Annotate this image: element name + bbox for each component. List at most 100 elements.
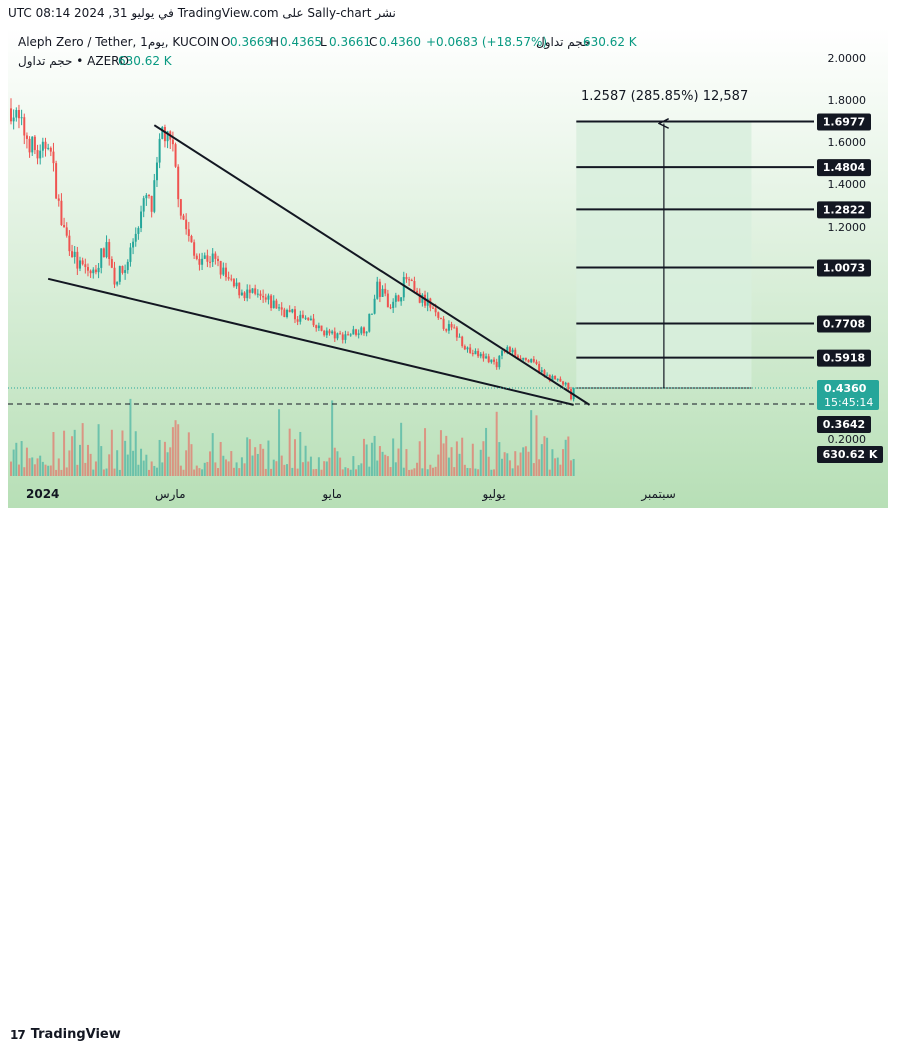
volume-bar	[190, 444, 193, 476]
volume-bar	[455, 441, 458, 476]
candle-body	[386, 293, 389, 308]
candle-body	[201, 258, 204, 265]
candle-body	[84, 264, 87, 268]
candle-body	[10, 108, 12, 122]
tradingview-logo[interactable]: 17 TradingView	[10, 1027, 121, 1042]
volume-bar	[355, 469, 358, 476]
volume-bar	[63, 430, 66, 476]
volume-bar	[458, 453, 461, 476]
candle-body	[389, 307, 392, 309]
volume-bar	[482, 441, 485, 476]
legend-high-label: H	[270, 35, 279, 49]
volume-bar	[28, 458, 31, 476]
volume-bar	[524, 446, 527, 476]
volume-bar	[312, 469, 315, 476]
candle-body	[60, 200, 63, 226]
volume-bar	[44, 464, 47, 476]
volume-bar	[203, 462, 206, 476]
legend-open-label: O	[221, 35, 230, 49]
volume-bar	[31, 457, 34, 476]
volume-bar	[214, 462, 217, 476]
volume-bar	[73, 429, 76, 476]
volume-bar	[535, 415, 538, 476]
candle-body	[447, 324, 450, 331]
volume-bar	[479, 449, 482, 476]
candle-body	[41, 141, 44, 151]
candle-body	[421, 294, 424, 303]
candle-body	[25, 135, 28, 139]
volume-bars	[10, 398, 575, 476]
volume-bar	[193, 469, 196, 476]
volume-bar	[25, 447, 28, 476]
volume-bar	[137, 464, 140, 476]
candle-body	[209, 261, 212, 263]
volume-bar	[315, 468, 318, 476]
volume-bar	[506, 453, 509, 476]
volume-bar	[171, 427, 174, 476]
legend-high: 0.4365	[280, 35, 322, 49]
volume-bar	[174, 420, 177, 476]
candle-body	[554, 375, 557, 380]
wedge-lower-line[interactable]	[47, 277, 574, 406]
volume-bar	[572, 458, 575, 476]
wedge-upper-line[interactable]	[153, 124, 591, 406]
candle-body	[394, 295, 397, 302]
candle-body	[63, 225, 66, 228]
volume-bar	[466, 467, 469, 476]
candle-body	[227, 277, 230, 279]
target-level-badge	[817, 349, 871, 367]
volume-bar	[485, 427, 488, 476]
volume-bar	[280, 455, 283, 476]
volume-bar	[240, 457, 243, 476]
candle-body	[92, 269, 95, 274]
volume-bar	[118, 469, 121, 476]
volume-bar	[145, 454, 148, 476]
volume-bar	[86, 444, 89, 476]
volume-bar	[278, 409, 281, 476]
volume-bar	[511, 468, 514, 476]
price-chart[interactable]: Aleph Zero / Tether, 1يوم, KUCOIN O 0.36…	[8, 28, 888, 508]
candle-body	[466, 347, 469, 350]
last-price-badge	[817, 380, 879, 410]
target-level-label: 1.6977	[823, 115, 865, 128]
candle-body	[384, 288, 387, 294]
candle-body	[17, 110, 20, 119]
candle-body	[222, 267, 225, 275]
chart-area[interactable]: Aleph Zero / Tether, 1يوم, KUCOIN O 0.36…	[8, 28, 888, 508]
volume-bar	[49, 465, 52, 476]
volume-bar	[495, 411, 498, 476]
volume-bar	[516, 465, 519, 476]
candle-body	[434, 308, 437, 313]
candle-body	[214, 253, 217, 259]
candle-body	[453, 327, 456, 329]
legend-close: 0.4360	[379, 35, 421, 49]
volume-bar	[256, 453, 259, 476]
volume-bar	[124, 440, 127, 476]
candle-body	[259, 293, 262, 296]
candle-body	[551, 375, 554, 381]
candle-body	[68, 235, 71, 252]
volume-bar	[530, 410, 533, 476]
volume-bar	[402, 467, 405, 476]
volume-bar	[246, 437, 249, 476]
candle-body	[368, 313, 371, 332]
volume-bar	[434, 466, 437, 476]
candle-body	[370, 313, 373, 315]
candle-body	[272, 300, 275, 309]
volume-bar	[299, 431, 302, 476]
candle-body	[97, 267, 100, 273]
volume-bar	[15, 442, 18, 476]
volume-bar	[477, 469, 480, 476]
legend-volume-line-label: حجم تداول • AZERO	[18, 54, 129, 69]
volume-bar	[349, 469, 352, 476]
candle-body	[381, 288, 384, 297]
countdown-label: 15:45:14	[824, 396, 873, 409]
x-tick-label: سبتمبر	[640, 487, 675, 502]
volume-bar	[416, 462, 419, 476]
candle-body	[378, 281, 381, 297]
volume-bar	[79, 444, 82, 476]
volume-bar	[405, 449, 408, 476]
legend-open: 0.3669	[230, 35, 272, 49]
candle-body	[546, 374, 549, 376]
volume-bar	[540, 444, 543, 476]
